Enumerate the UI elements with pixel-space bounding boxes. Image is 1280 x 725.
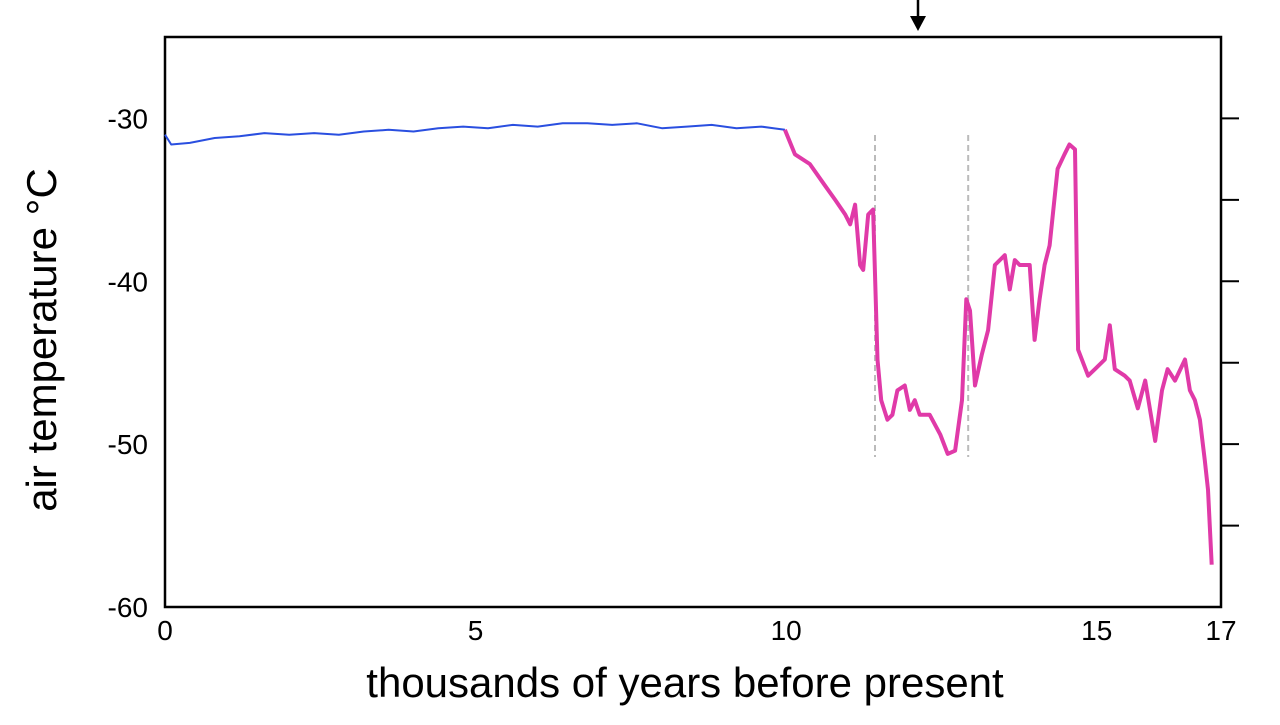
plot-frame (163, 35, 1223, 609)
x-tick-label: 5 (468, 615, 484, 646)
x-axis-label: thousands of years before present (366, 659, 1004, 706)
y-axis-label: air temperature °C (18, 168, 65, 512)
x-tick-label: 17 (1205, 615, 1236, 646)
x-tick-label: 0 (157, 615, 173, 646)
x-tick-label: 10 (771, 615, 802, 646)
y-tick-label: -30 (108, 103, 148, 134)
temperature-line (164, 122, 786, 146)
x-tick-label: 15 (1081, 615, 1112, 646)
y-tick-label: -50 (108, 429, 148, 460)
y-tick-label: -40 (108, 266, 148, 297)
temperature-line (783, 129, 1214, 565)
y-tick-label: -60 (108, 592, 148, 623)
arrow-head (910, 16, 926, 31)
